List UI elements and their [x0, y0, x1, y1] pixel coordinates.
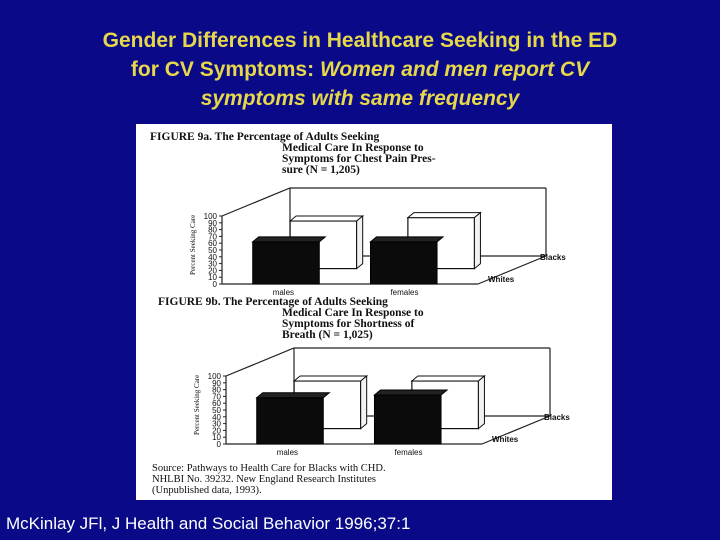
chart-1-y-tick-label: 50 — [212, 406, 221, 415]
figure-9a-title-line-1: FIGURE 9a. The Percentage of Adults Seek… — [150, 131, 380, 143]
chart-1-bar-whites-side-females — [477, 374, 485, 430]
citation: McKinlay JFl, J Health and Social Behavi… — [6, 514, 411, 533]
chart-0-bar-whites-top-females — [406, 212, 482, 219]
title-line-2-plain: for CV Symptoms: — [130, 58, 320, 81]
chart-1-y-tick-label: 70 — [212, 392, 221, 401]
chart-1-category-label-males: males — [277, 448, 298, 457]
figure-9b-title-line-4: Breath (N = 1,025) — [282, 329, 373, 341]
chart-0-y-tick-label: 80 — [208, 226, 217, 235]
chart-1-bar-whites-side-males — [360, 374, 368, 430]
title-line-2: for CV Symptoms: Women and men report CV — [40, 55, 680, 84]
chart-0-right-floor-edge — [477, 255, 547, 285]
chart-1-y-tick-label: 100 — [208, 372, 222, 381]
source-line-3: (Unpublished data, 1993). — [152, 485, 262, 496]
chart-1-y-tick-label: 10 — [212, 433, 221, 442]
figure-9b-title: FIGURE 9b. The Percentage of Adults Seek… — [158, 296, 424, 341]
source-line-1: Source: Pathways to Health Care for Blac… — [152, 463, 386, 474]
chart-1-y-tick-label: 0 — [217, 440, 222, 449]
chart-1-y-tick-label: 30 — [212, 420, 221, 429]
chart-0-bar-whites-side-females — [473, 211, 481, 270]
figure-9a-title: FIGURE 9a. The Percentage of Adults Seek… — [150, 131, 436, 176]
slide-title: Gender Differences in Healthcare Seeking… — [40, 26, 680, 113]
chart-0-y-tick-label: 40 — [208, 253, 217, 262]
chart-1-back-top-edge — [225, 347, 550, 377]
chart-0-y-axis-label: Percent Seeking Care — [189, 215, 197, 275]
chart-1-y-axis-label: Percent Seeking Care — [193, 375, 201, 435]
chart-1-bar-front-top-males — [255, 392, 331, 399]
title-line-1: Gender Differences in Healthcare Seeking… — [102, 29, 618, 52]
chart-0-y-tick-label: 30 — [208, 260, 217, 269]
chart-1-y-tick-label: 20 — [212, 426, 221, 435]
chart-1-depth-label-whites: Whites — [492, 435, 519, 444]
chart-0-y-tick-label: 0 — [213, 280, 218, 289]
chart-0-bar-front-top-females — [369, 236, 445, 243]
chart-1-y-tick-label: 40 — [212, 413, 221, 422]
chart-0-category-label-males: males — [273, 288, 294, 297]
figure-9a-title-line-4: sure (N = 1,205) — [282, 164, 360, 176]
chart-0-y-tick-label: 90 — [208, 219, 217, 228]
chart-0-y-tick-label: 20 — [208, 266, 217, 275]
chart-0-bar-whites-top-males — [288, 215, 365, 222]
chart-0-depth-label-blacks: Blacks — [540, 253, 566, 262]
chart-1-bar-front-females — [373, 394, 442, 445]
chart-0-y-tick-label: 60 — [208, 239, 217, 248]
figure-9a-title-line-3: Symptoms for Chest Pain Pres- — [282, 153, 436, 165]
chart-1-right-floor-edge — [481, 415, 551, 445]
title-line-3: symptoms with same frequency — [200, 87, 520, 110]
chart-0-y-tick-label: 100 — [204, 212, 218, 221]
chart-0-bar-front-males — [252, 241, 320, 285]
chart-1-bar-whites-top-females — [410, 375, 486, 382]
chart-0-back-top-edge — [221, 187, 546, 217]
chart-0-bar-whites-side-males — [356, 214, 364, 270]
source-line-2: NHLBI No. 39232. New England Research In… — [152, 474, 376, 485]
figure-svg: FIGURE 9a. The Percentage of Adults Seek… — [150, 131, 570, 496]
chart-1-bar-front-top-females — [373, 389, 449, 396]
chart-0-category-label-females: females — [390, 288, 418, 297]
figure-9b-title-line-1: FIGURE 9b. The Percentage of Adults Seek… — [158, 296, 388, 308]
chart-1-y-tick-label: 90 — [212, 379, 221, 388]
figure-9a-title-line-2: Medical Care In Response to — [282, 142, 424, 154]
chart-0-y-tick-label: 70 — [208, 232, 217, 241]
chart-0-y-tick-label: 10 — [208, 273, 217, 282]
chart-0-depth-label-whites: Whites — [488, 275, 515, 284]
figure-9b-title-line-2: Medical Care In Response to — [282, 307, 424, 319]
chart-0-bar-front-top-males — [251, 236, 327, 243]
chart-0-bar-front-females — [369, 241, 438, 285]
chart-1-bar-front-males — [256, 397, 324, 445]
title-line-2-italic: Women and men report CV — [319, 58, 590, 81]
chart-1-bar-whites-top-males — [292, 375, 369, 382]
chart-1-y-tick-label: 80 — [212, 386, 221, 395]
chart-1-y-tick-label: 60 — [212, 399, 221, 408]
chart-0-y-tick-label: 50 — [208, 246, 217, 255]
chart-1-depth-label-blacks: Blacks — [544, 413, 570, 422]
chart-1-category-label-females: females — [394, 448, 422, 457]
scanned-figure: FIGURE 9a. The Percentage of Adults Seek… — [136, 124, 612, 500]
figure-source: Source: Pathways to Health Care for Blac… — [152, 463, 386, 496]
figure-9b-title-line-3: Symptoms for Shortness of — [282, 318, 415, 330]
